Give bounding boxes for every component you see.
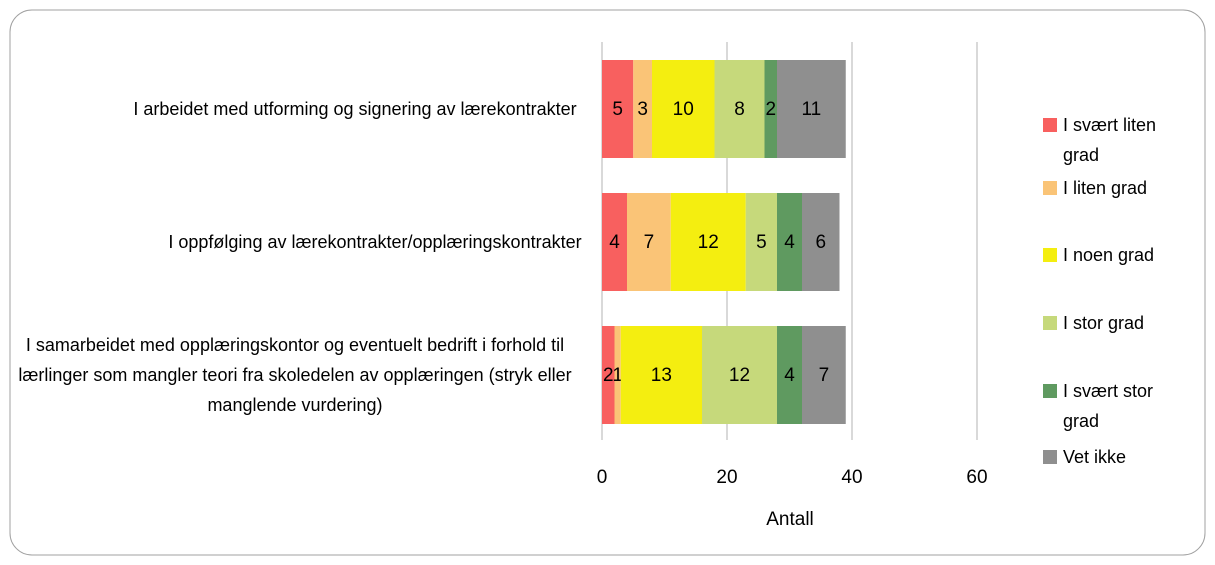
data-label: 12 xyxy=(698,232,719,253)
bar-segment xyxy=(764,60,777,158)
x-tick-label: 40 xyxy=(841,467,862,488)
bar-segment xyxy=(602,326,615,424)
legend-entry: I noen grad xyxy=(1043,240,1188,270)
x-tick-label: 60 xyxy=(966,467,987,488)
data-label: 3 xyxy=(637,99,648,120)
bar-segment xyxy=(777,326,802,424)
x-axis-title: Antall xyxy=(766,509,814,530)
legend-entry: Vet ikke xyxy=(1043,442,1188,472)
category-text: I samarbeidet med opplæringskontor og ev… xyxy=(18,335,572,415)
data-label: 2 xyxy=(765,99,776,120)
legend-swatch xyxy=(1043,384,1057,398)
data-label: 7 xyxy=(819,365,830,386)
data-label: 10 xyxy=(673,99,694,120)
x-tick-label: 20 xyxy=(716,467,737,488)
bar-segment xyxy=(602,60,634,158)
bar-segment xyxy=(745,193,777,291)
category-label: I samarbeidet med opplæringskontor og ev… xyxy=(5,310,585,440)
legend-swatch xyxy=(1043,316,1057,330)
bar-segment xyxy=(620,326,702,424)
data-label: 12 xyxy=(729,365,750,386)
x-tick-label: 0 xyxy=(597,467,608,488)
legend-entry: I liten grad xyxy=(1043,173,1188,203)
data-label: 11 xyxy=(802,99,822,120)
data-label: 7 xyxy=(644,232,655,253)
legend-label: I liten grad xyxy=(1063,178,1148,198)
category-text: I oppfølging av lærekontrakter/opplæring… xyxy=(168,232,582,252)
legend-entry: I stor grad xyxy=(1043,308,1188,338)
legend-label: I noen grad xyxy=(1063,245,1155,265)
legend-entry: I svært liten grad xyxy=(1043,110,1188,170)
data-label: 5 xyxy=(612,99,623,120)
data-label: 4 xyxy=(784,365,795,386)
legend-entry: I svært stor grad xyxy=(1043,376,1188,436)
bar-segment xyxy=(702,326,777,424)
bar-segment xyxy=(670,193,746,291)
data-label: 2 xyxy=(603,365,614,386)
bar-segment xyxy=(714,60,765,158)
legend-swatch xyxy=(1043,181,1057,195)
bar-segment xyxy=(652,60,715,158)
legend-label: I svært stor grad xyxy=(1063,381,1154,431)
data-label: 13 xyxy=(651,365,672,386)
bar-segment xyxy=(802,193,840,291)
data-label: 4 xyxy=(609,232,620,253)
data-label: 1 xyxy=(612,365,623,386)
legend-label: I stor grad xyxy=(1063,313,1145,333)
legend-label: Vet ikke xyxy=(1063,447,1127,467)
data-label: 6 xyxy=(815,232,826,253)
data-label: 4 xyxy=(784,232,795,253)
bar-segment xyxy=(633,60,652,158)
legend-label: I svært liten grad xyxy=(1063,115,1157,165)
category-label: I arbeidet med utforming og signering av… xyxy=(125,44,585,174)
bar-segment xyxy=(777,193,802,291)
legend-swatch xyxy=(1043,118,1057,132)
legend-swatch xyxy=(1043,450,1057,464)
bar-segment xyxy=(614,326,621,424)
bar-segment xyxy=(602,193,627,291)
category-text: I arbeidet med utforming og signering av… xyxy=(133,99,577,119)
bar-segment xyxy=(802,326,846,424)
data-label: 5 xyxy=(756,232,767,253)
bar-segment xyxy=(627,193,671,291)
legend-swatch xyxy=(1043,248,1057,262)
data-label: 8 xyxy=(734,99,745,120)
category-label: I oppfølging av lærekontrakter/opplæring… xyxy=(165,177,585,307)
bar-segment xyxy=(777,60,846,158)
frame xyxy=(9,9,1206,556)
